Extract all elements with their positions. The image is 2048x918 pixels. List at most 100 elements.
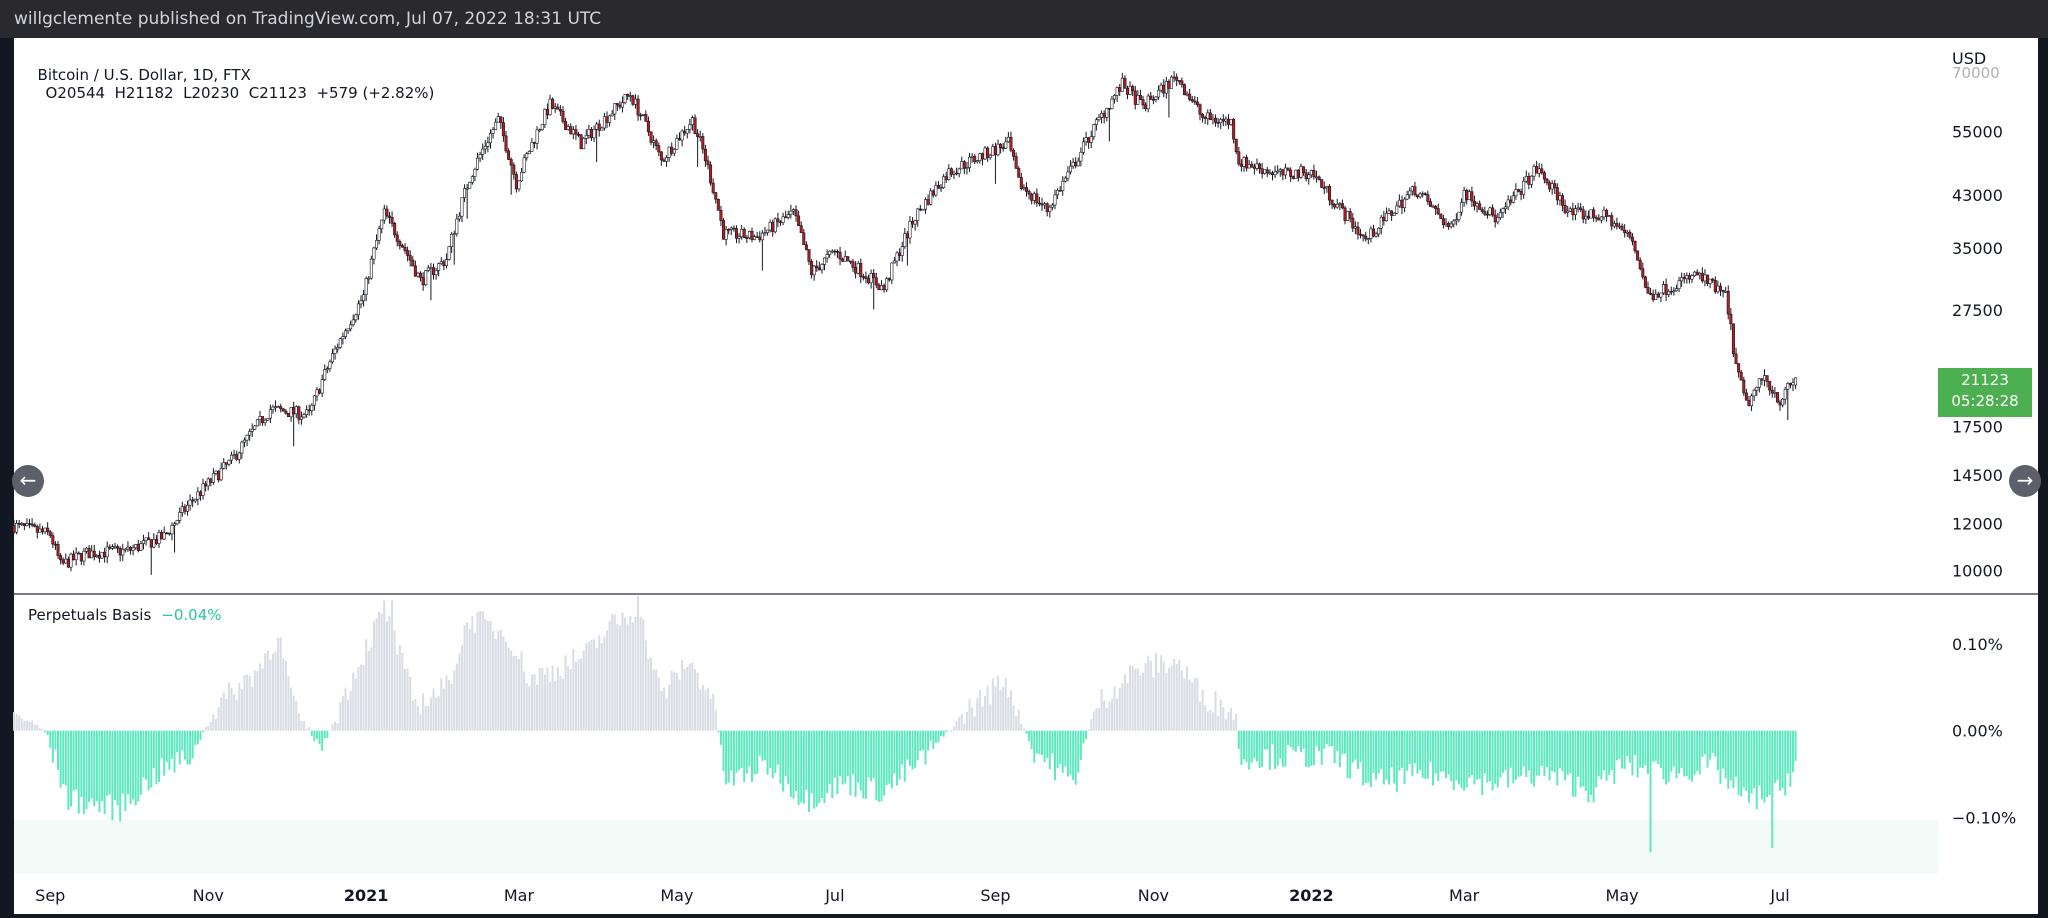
candle-body — [1045, 203, 1049, 213]
candle-body — [1496, 217, 1500, 223]
candle-body — [1366, 238, 1370, 240]
candle-body — [1245, 157, 1249, 169]
candle-body — [318, 389, 322, 394]
candle-body — [1136, 95, 1140, 105]
basis-bar — [657, 677, 660, 731]
basis-bar — [673, 672, 676, 731]
candle-body — [571, 129, 575, 135]
basis-bar — [147, 730, 150, 791]
candle-body — [1340, 203, 1344, 209]
candle-body — [662, 159, 666, 162]
candle-body — [864, 276, 868, 279]
basis-bar — [1623, 730, 1626, 769]
scroll-left-button[interactable]: ← — [12, 465, 44, 497]
candle-body — [1113, 95, 1117, 100]
candle-body — [517, 180, 521, 190]
candle-body — [1014, 156, 1018, 169]
candle-body — [1449, 223, 1453, 228]
basis-bar — [1098, 708, 1101, 731]
basis-bar — [1160, 655, 1163, 731]
basis-bar — [1442, 730, 1445, 772]
basis-bar — [378, 611, 381, 731]
basis-bar — [722, 730, 725, 772]
basis-bar — [440, 678, 443, 731]
candle-body — [450, 233, 454, 247]
candle-body — [952, 172, 956, 175]
basis-bar — [1152, 677, 1155, 731]
candle-body — [359, 300, 363, 305]
basis-bar — [1255, 730, 1258, 762]
candle-body — [1535, 166, 1539, 174]
candle-body — [1229, 119, 1233, 125]
basis-bar — [1411, 730, 1414, 776]
basis-bar — [367, 650, 370, 731]
candle-body — [955, 172, 959, 175]
basis-bar — [1398, 730, 1401, 771]
basis-bar — [644, 640, 647, 731]
basis-bar — [492, 631, 495, 731]
basis-bar — [1641, 730, 1644, 768]
publisher-bar: willgclemente published on TradingView.c… — [0, 0, 2048, 38]
basis-bar — [932, 730, 935, 749]
basis-bar — [660, 691, 663, 731]
basis-bar — [1729, 730, 1732, 781]
candle-body — [1426, 194, 1430, 202]
basis-bar — [1504, 730, 1507, 771]
candle-body — [338, 338, 342, 348]
basis-bar — [18, 715, 21, 731]
scroll-right-button[interactable]: → — [2009, 465, 2041, 497]
basis-bar — [867, 730, 870, 778]
basis-bar — [1167, 668, 1170, 731]
basis-bar — [727, 730, 730, 783]
basis-bar — [758, 730, 761, 756]
basis-bar — [365, 639, 368, 731]
basis-bar — [308, 727, 311, 731]
candle-body — [1208, 112, 1212, 121]
basis-bar — [1224, 719, 1227, 731]
candle-body — [437, 263, 441, 271]
candle-body — [1752, 390, 1756, 397]
candle-body — [848, 260, 852, 263]
candle-body — [1089, 136, 1093, 143]
candle-body — [1483, 211, 1487, 215]
basis-bar — [792, 730, 795, 799]
basis-bar — [1162, 661, 1165, 731]
basis-bar — [1540, 730, 1543, 766]
basis-bar — [577, 659, 580, 731]
basis-bar — [1758, 730, 1761, 786]
basis-bar — [1742, 730, 1745, 788]
basis-bar — [458, 653, 461, 731]
candle-body — [1364, 235, 1368, 240]
basis-bar — [1235, 713, 1238, 731]
candle-body — [201, 483, 205, 496]
basis-bar — [965, 711, 968, 731]
basis-legend[interactable]: Perpetuals Basis −0.04% — [28, 606, 222, 624]
basis-bar — [1020, 723, 1023, 731]
basis-bar — [44, 730, 47, 733]
candle-body — [1636, 250, 1640, 261]
candle-body — [1485, 213, 1489, 216]
basis-bar — [849, 730, 852, 796]
basis-bar — [253, 670, 256, 731]
basis-bar — [1009, 690, 1012, 731]
candle-body — [540, 124, 544, 131]
basis-bar — [181, 730, 184, 751]
candle-body — [152, 539, 156, 548]
candle-body — [235, 454, 239, 460]
basis-bar — [427, 705, 430, 731]
basis-bar — [72, 730, 75, 791]
basis-bar — [230, 687, 233, 731]
basis-bar — [142, 730, 145, 778]
basis-bar — [1041, 730, 1044, 756]
candle-body — [434, 269, 438, 276]
basis-bar — [696, 672, 699, 731]
main-legend[interactable]: Bitcoin / U.S. Dollar, 1D, FTX O20544 H2… — [28, 48, 435, 102]
candle-body — [1646, 286, 1650, 294]
candle-body — [1537, 168, 1541, 174]
candle-body — [188, 499, 192, 506]
basis-bar — [326, 730, 329, 739]
basis-bar — [98, 730, 101, 813]
basis-bar — [1463, 730, 1466, 791]
basis-bar — [1123, 674, 1126, 731]
